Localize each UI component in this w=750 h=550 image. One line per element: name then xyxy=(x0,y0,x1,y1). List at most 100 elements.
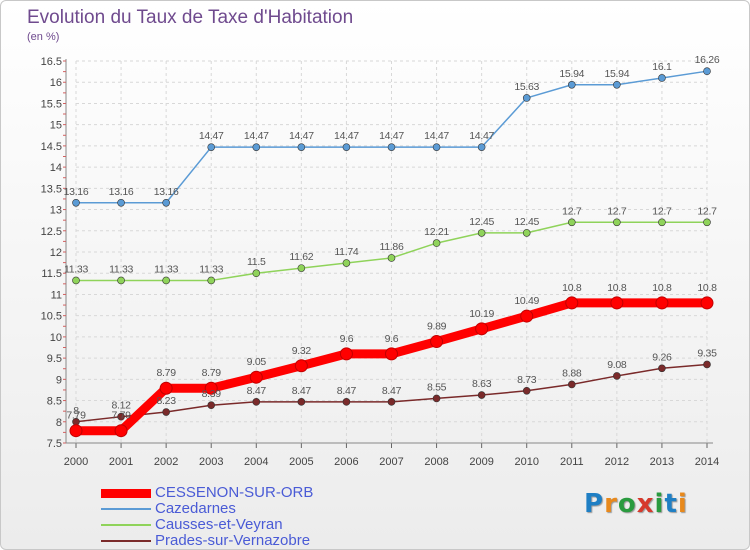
data-point xyxy=(342,259,351,267)
y-tick-label: 9 xyxy=(56,374,62,386)
y-tick-label: 16.5 xyxy=(41,56,62,68)
legend-label: Prades-sur-Vernazobre xyxy=(155,532,311,549)
data-point xyxy=(117,276,125,285)
data-label: 7.79 xyxy=(66,410,86,422)
data-point xyxy=(342,398,351,406)
legend-swatch xyxy=(101,488,151,498)
data-label: 10.49 xyxy=(514,295,539,307)
data-label: 14.47 xyxy=(469,130,494,142)
data-label: 14.47 xyxy=(424,130,449,142)
data-label: 7.79 xyxy=(111,410,131,422)
data-point xyxy=(522,386,531,395)
x-tick-label: 2007 xyxy=(379,456,403,468)
data-point xyxy=(658,218,666,227)
data-point xyxy=(117,198,125,207)
data-label: 11.62 xyxy=(289,251,313,263)
data-point xyxy=(159,381,173,395)
y-tick-label: 9.5 xyxy=(47,353,62,365)
data-label: 14.47 xyxy=(199,130,224,142)
data-point xyxy=(567,218,576,227)
data-point xyxy=(613,372,621,380)
data-label: 8.88 xyxy=(562,367,582,379)
chart-subtitle: (en %) xyxy=(27,31,60,43)
series-lines xyxy=(69,67,714,438)
data-point xyxy=(162,276,170,285)
data-label: 13.16 xyxy=(154,186,179,198)
legend-item: Cazedarnes xyxy=(101,501,421,517)
legend-item: Prades-sur-Vernazobre xyxy=(101,533,421,549)
data-label: 11.33 xyxy=(64,263,88,275)
data-label: 11.74 xyxy=(334,246,358,258)
x-tick-label: 2002 xyxy=(154,456,178,468)
data-point xyxy=(703,218,711,227)
legend-swatch xyxy=(101,524,151,526)
data-label: 12.7 xyxy=(697,205,717,217)
y-tick-label: 11.5 xyxy=(41,268,62,280)
data-label: 9.05 xyxy=(247,356,267,368)
data-label: 9.89 xyxy=(427,321,447,333)
y-tick-label: 8.5 xyxy=(47,396,62,408)
data-point xyxy=(385,347,398,361)
x-tick-label: 2008 xyxy=(424,456,448,468)
x-tick-label: 2004 xyxy=(244,456,268,468)
data-point xyxy=(207,143,216,151)
data-point xyxy=(114,424,128,438)
data-point xyxy=(477,391,486,399)
data-point xyxy=(72,198,80,207)
data-label: 9.6 xyxy=(385,333,399,345)
y-tick-label: 14 xyxy=(50,162,62,174)
y-tick-label: 13.5 xyxy=(41,183,62,195)
data-label: 10.8 xyxy=(652,282,672,294)
data-point xyxy=(658,74,666,82)
data-label: 9.35 xyxy=(697,347,717,359)
data-label: 8.47 xyxy=(247,385,267,397)
data-point xyxy=(567,380,576,389)
data-labels: 7.79 7.79 8.79 8.79 9.05 9.32 9.6 9.6 9.89 10.19 1… xyxy=(64,54,721,422)
data-label: 8.39 xyxy=(202,388,222,400)
data-point xyxy=(69,424,83,438)
data-point xyxy=(700,296,714,310)
data-point xyxy=(655,296,669,310)
data-label: 16.26 xyxy=(695,54,720,66)
y-tick-label: 13 xyxy=(50,205,62,217)
legend-label: Cazedarnes xyxy=(155,500,236,517)
data-point xyxy=(658,364,666,373)
data-point xyxy=(207,401,216,410)
data-point xyxy=(703,67,711,75)
y-tick-label: 7.5 xyxy=(47,438,62,450)
data-label: 10.8 xyxy=(697,282,717,294)
x-tick-label: 2012 xyxy=(605,456,629,468)
data-point xyxy=(207,276,216,285)
data-point xyxy=(475,322,489,336)
y-tick-label: 10.5 xyxy=(41,311,62,323)
data-point xyxy=(117,412,125,421)
data-point xyxy=(297,143,306,151)
data-point xyxy=(522,94,531,102)
data-label: 8.12 xyxy=(111,400,131,412)
data-label: 10.8 xyxy=(562,282,582,294)
x-tick-label: 2014 xyxy=(695,456,719,468)
data-label: 8.23 xyxy=(157,395,177,407)
data-point xyxy=(610,296,624,310)
data-label: 12.7 xyxy=(607,205,627,217)
data-point xyxy=(522,229,531,237)
data-point xyxy=(477,229,486,237)
y-tick-label: 15 xyxy=(50,120,62,132)
data-point xyxy=(72,276,80,285)
data-label: 11.86 xyxy=(380,241,404,253)
data-point xyxy=(387,143,396,151)
data-point xyxy=(252,398,261,406)
data-point xyxy=(703,360,711,369)
y-tick-label: 8 xyxy=(56,417,62,429)
x-tick-label: 2001 xyxy=(109,456,133,468)
data-label: 13.16 xyxy=(64,186,89,198)
data-point xyxy=(252,269,261,278)
legend-label: CESSENON-SUR-ORB xyxy=(155,484,314,501)
data-label: 13.16 xyxy=(109,186,134,198)
data-point xyxy=(252,143,261,151)
data-label: 8.79 xyxy=(202,367,222,379)
data-label: 10.19 xyxy=(469,308,494,320)
legend-swatch xyxy=(101,540,151,542)
data-point xyxy=(387,254,396,262)
x-tick-label: 2000 xyxy=(64,456,88,468)
